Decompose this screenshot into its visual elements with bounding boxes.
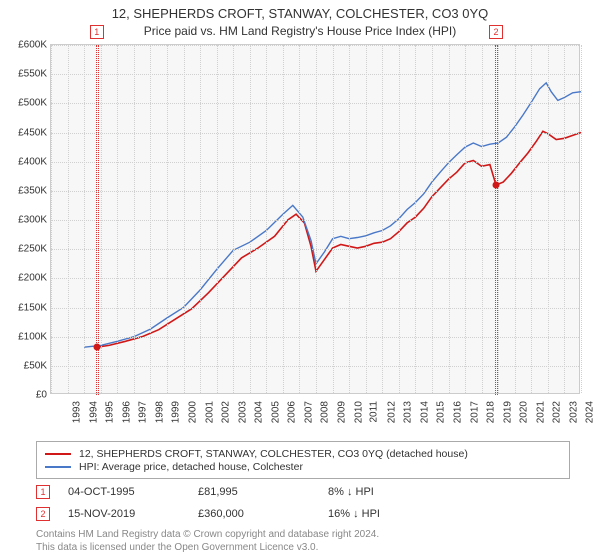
x-tick-label: 1998 (154, 401, 165, 423)
x-tick-label: 2008 (320, 401, 331, 423)
chart-area: £0£50K£100K£150K£200K£250K£300K£350K£400… (50, 44, 580, 414)
sale-marker-icon: 1 (36, 485, 50, 499)
footer-attribution: Contains HM Land Registry data © Crown c… (36, 528, 570, 554)
x-tick-label: 2001 (204, 401, 215, 423)
chart-title: 12, SHEPHERDS CROFT, STANWAY, COLCHESTER… (0, 0, 600, 21)
x-tick-label: 1996 (121, 401, 132, 423)
y-tick-label: £550K (1, 69, 47, 80)
sale-price: £81,995 (198, 486, 328, 498)
legend-item: HPI: Average price, detached house, Colc… (45, 461, 561, 473)
x-tick-label: 1997 (138, 401, 149, 423)
y-tick-label: £300K (1, 215, 47, 226)
x-tick-label: 2005 (270, 401, 281, 423)
y-tick-label: £50K (1, 360, 47, 371)
x-tick-label: 2017 (469, 401, 480, 423)
event-marker-icon: 1 (90, 25, 104, 39)
y-tick-label: £150K (1, 302, 47, 313)
legend-swatch (45, 453, 71, 455)
x-tick-label: 2018 (485, 401, 496, 423)
legend-box: 12, SHEPHERDS CROFT, STANWAY, COLCHESTER… (36, 441, 570, 479)
legend-swatch (45, 466, 71, 468)
series-line-property (97, 131, 581, 347)
sale-row: 1 04-OCT-1995 £81,995 8% ↓ HPI (36, 485, 570, 499)
chart-container: 12, SHEPHERDS CROFT, STANWAY, COLCHESTER… (0, 0, 600, 560)
x-tick-label: 2010 (353, 401, 364, 423)
event-marker-icon: 2 (489, 25, 503, 39)
x-tick-label: 2000 (187, 401, 198, 423)
legend-item: 12, SHEPHERDS CROFT, STANWAY, COLCHESTER… (45, 448, 561, 460)
x-tick-label: 2020 (518, 401, 529, 423)
x-tick-label: 2004 (253, 401, 264, 423)
event-dot-icon (493, 182, 500, 189)
x-tick-label: 2022 (552, 401, 563, 423)
legend-label: 12, SHEPHERDS CROFT, STANWAY, COLCHESTER… (79, 448, 468, 460)
x-tick-label: 2007 (303, 401, 314, 423)
x-tick-label: 2011 (369, 401, 380, 423)
y-tick-label: £100K (1, 331, 47, 342)
x-tick-label: 1994 (88, 401, 99, 423)
y-tick-label: £0 (1, 390, 47, 401)
x-tick-label: 2014 (419, 401, 430, 423)
y-tick-label: £250K (1, 244, 47, 255)
x-tick-label: 1999 (171, 401, 182, 423)
x-tick-label: 2013 (403, 401, 414, 423)
legend-label: HPI: Average price, detached house, Colc… (79, 461, 303, 473)
y-tick-label: £400K (1, 156, 47, 167)
footer-line: This data is licensed under the Open Gov… (36, 541, 570, 554)
x-tick-label: 1995 (104, 401, 115, 423)
sale-date: 15-NOV-2019 (68, 508, 198, 520)
y-tick-label: £600K (1, 40, 47, 51)
sale-marker-icon: 2 (36, 507, 50, 521)
plot-region: £0£50K£100K£150K£200K£250K£300K£350K£400… (50, 44, 580, 394)
footer-line: Contains HM Land Registry data © Crown c… (36, 528, 570, 541)
x-tick-label: 1993 (71, 401, 82, 423)
y-tick-label: £350K (1, 185, 47, 196)
sale-delta: 16% ↓ HPI (328, 508, 458, 520)
sale-delta: 8% ↓ HPI (328, 486, 458, 498)
x-tick-label: 2003 (237, 401, 248, 423)
x-tick-label: 2009 (336, 401, 347, 423)
x-tick-label: 2019 (502, 401, 513, 423)
x-tick-label: 2012 (386, 401, 397, 423)
y-tick-label: £200K (1, 273, 47, 284)
x-tick-label: 2021 (535, 401, 546, 423)
event-dot-icon (93, 344, 100, 351)
x-tick-label: 2023 (568, 401, 579, 423)
y-tick-label: £450K (1, 127, 47, 138)
sale-date: 04-OCT-1995 (68, 486, 198, 498)
x-tick-label: 2006 (287, 401, 298, 423)
y-tick-label: £500K (1, 98, 47, 109)
sale-row: 2 15-NOV-2019 £360,000 16% ↓ HPI (36, 507, 570, 521)
sale-price: £360,000 (198, 508, 328, 520)
x-tick-label: 2015 (436, 401, 447, 423)
x-tick-label: 2024 (585, 401, 596, 423)
x-tick-label: 2016 (452, 401, 463, 423)
x-tick-label: 2002 (220, 401, 231, 423)
